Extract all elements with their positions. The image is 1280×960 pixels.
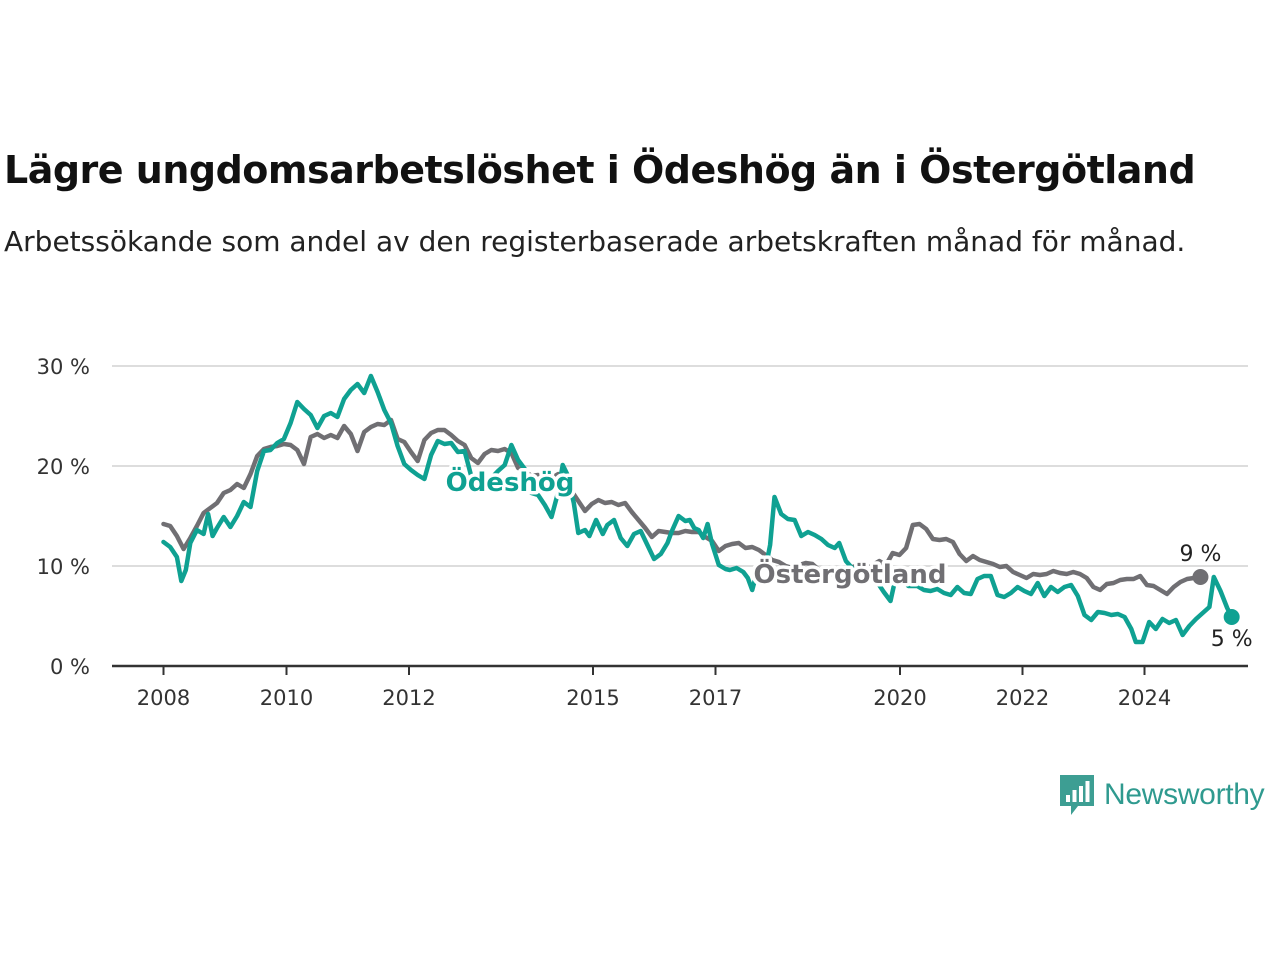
line-chart: 2008 2010 2012 2015 2017 2020 2022 2024 0 % 10 %…: [37, 355, 1253, 710]
end-point: [1223, 609, 1240, 625]
x-tick-label: 2015: [566, 686, 619, 710]
y-tick-label: 10 %: [37, 555, 90, 579]
y-axis: 0 % 10 % 20 % 30 %: [37, 355, 90, 679]
series-label: Ödeshög: [446, 465, 575, 498]
chart-subtitle: Arbetssökande som andel av den registerb…: [4, 225, 1186, 258]
series-line-odeshog: [161, 373, 1234, 645]
end-value-label: 5 %: [1211, 627, 1253, 652]
series-lines: [161, 373, 1240, 645]
brand-name: Newsworthy: [1104, 778, 1265, 811]
x-tick-label: 2012: [382, 686, 435, 710]
x-axis: 2008 2010 2012 2015 2017 2020 2022 2024: [112, 664, 1248, 710]
x-tick-label: 2017: [689, 686, 742, 710]
series-label-halo: Ödeshög: [446, 465, 575, 498]
x-tick-label: 2010: [260, 686, 313, 710]
x-tick-label: 2008: [137, 686, 190, 710]
x-tick-label: 2020: [873, 686, 926, 710]
grid-lines: [112, 365, 1248, 567]
series-line-ostergotland: [161, 417, 1203, 597]
newsworthy-logo: Newsworthy: [1058, 772, 1265, 818]
y-tick-label: 20 %: [37, 455, 90, 479]
newsworthy-bar-chart-icon: [1060, 775, 1094, 815]
x-tick-label: 2024: [1118, 686, 1171, 710]
chart-title: Lägre ungdomsarbetslöshet i Ödeshög än i…: [4, 148, 1196, 192]
end-value-label: 9 %: [1179, 542, 1221, 567]
series-label-halo: Östergötland: [754, 557, 947, 590]
x-tick-label: 2022: [996, 686, 1049, 710]
y-tick-label: 0 %: [50, 655, 90, 679]
end-point: [1192, 569, 1209, 585]
y-tick-label: 30 %: [37, 355, 90, 379]
series-label: Östergötland: [754, 557, 947, 590]
